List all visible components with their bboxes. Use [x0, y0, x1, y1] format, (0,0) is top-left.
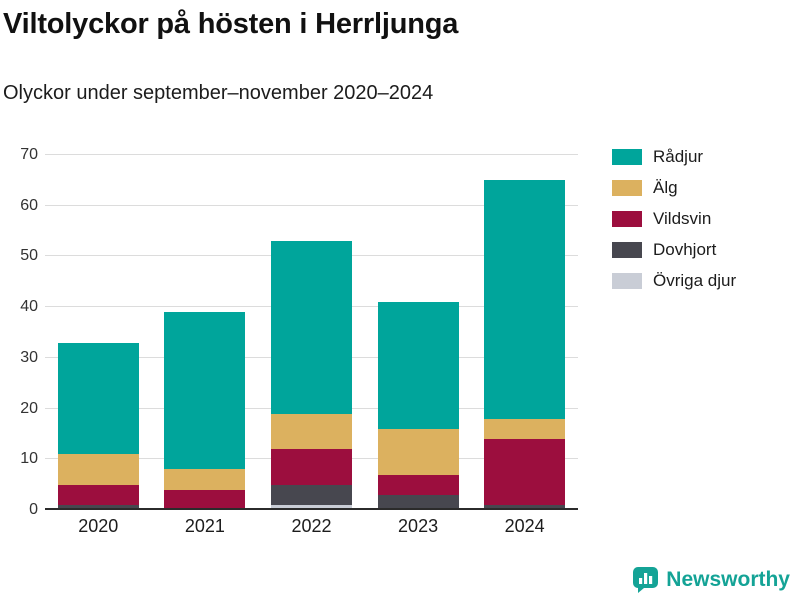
x-tick-label-2021: 2021 — [184, 516, 225, 536]
y-tick-label: 20 — [20, 399, 38, 417]
y-tick-label: 0 — [29, 501, 38, 518]
bar-2024 — [484, 180, 566, 510]
chart-subtitle: Olyckor under september–november 2020–20… — [3, 82, 434, 104]
y-axis-labels: 0 10 20 30 40 50 60 70 — [0, 146, 38, 518]
bar-segment-2024-rådjur — [484, 180, 566, 419]
bar-segment-2020-rådjur — [57, 342, 139, 455]
x-tick-label-2023: 2023 — [398, 516, 439, 536]
bar-2021 — [164, 312, 246, 510]
legend-item-rådjur: Rådjur — [612, 147, 736, 167]
bar-2023 — [377, 302, 459, 510]
x-tick-label-2020: 2020 — [78, 516, 119, 536]
bar-segment-2021-rådjur — [164, 312, 246, 470]
bar-segment-2022-vildsvin — [270, 449, 352, 485]
legend-item-övriga-djur: Övriga djur — [612, 271, 736, 291]
bar-segment-2021-vildsvin — [164, 489, 246, 510]
x-axis-line — [45, 508, 578, 510]
bar-segment-2023-dovhjort — [377, 494, 459, 510]
bar-segment-2020-älg — [57, 454, 139, 485]
x-tick-label-2022: 2022 — [291, 516, 332, 536]
bar-segment-2022-rådjur — [270, 241, 352, 414]
legend-item-älg: Älg — [612, 178, 736, 198]
bar-segment-2020-dovhjort — [57, 504, 139, 510]
bar-segment-2024-dovhjort — [484, 504, 566, 510]
bar-slot-2022 — [258, 155, 365, 510]
legend-swatch — [612, 273, 642, 289]
legend-swatch — [612, 242, 642, 258]
legend-item-vildsvin: Vildsvin — [612, 209, 736, 229]
bar-segment-2024-vildsvin — [484, 439, 566, 505]
legend-item-dovhjort: Dovhjort — [612, 240, 736, 260]
legend-label: Vildsvin — [653, 209, 712, 228]
bar-segment-2024-älg — [484, 418, 566, 440]
bar-segment-2022-dovhjort — [270, 484, 352, 505]
legend-swatch — [612, 180, 642, 196]
plot-area — [45, 154, 578, 510]
x-tick-label-2024: 2024 — [504, 516, 545, 536]
bar-2020 — [57, 342, 139, 510]
bars-group — [45, 155, 578, 510]
y-tick-label: 60 — [20, 196, 38, 214]
y-tick-label: 40 — [20, 298, 38, 316]
legend-label: Rådjur — [653, 147, 704, 166]
bar-segment-2023-älg — [377, 428, 459, 475]
y-tick-label: 30 — [20, 348, 38, 366]
bar-segment-2020-vildsvin — [57, 484, 139, 505]
bar-segment-2023-vildsvin — [377, 474, 459, 495]
legend-label: Dovhjort — [653, 240, 717, 259]
bar-slot-2023 — [365, 155, 472, 510]
y-tick-label: 10 — [20, 450, 38, 468]
bar-slot-2021 — [152, 155, 259, 510]
legend-swatch — [612, 211, 642, 227]
gridline — [45, 154, 578, 155]
y-tick-label: 70 — [20, 146, 38, 163]
bar-slot-2024 — [471, 155, 578, 510]
chart-title: Viltolyckor på hösten i Herrljunga — [3, 8, 459, 40]
bar-segment-2021-älg — [164, 469, 246, 490]
bar-slot-2020 — [45, 155, 152, 510]
legend-label: Älg — [653, 178, 678, 197]
bar-chart-speech-bubble-icon — [632, 566, 659, 593]
gridline — [45, 204, 578, 206]
bar-segment-2022-övriga-djur — [270, 504, 352, 510]
legend-swatch — [612, 149, 642, 165]
bar-segment-2022-älg — [270, 413, 352, 450]
legend-label: Övriga djur — [653, 271, 737, 290]
legend: Rådjur Älg Vildsvin Dovhjort Övriga djur — [612, 147, 736, 291]
bar-segment-2023-rådjur — [377, 302, 459, 429]
bar-2022 — [270, 241, 352, 510]
y-tick-label: 50 — [20, 247, 38, 265]
brand-footer: Newsworthy — [632, 566, 790, 593]
brand-name: Newsworthy — [666, 567, 790, 591]
x-axis-labels: 2020 2021 2022 2023 2024 — [45, 516, 578, 537]
